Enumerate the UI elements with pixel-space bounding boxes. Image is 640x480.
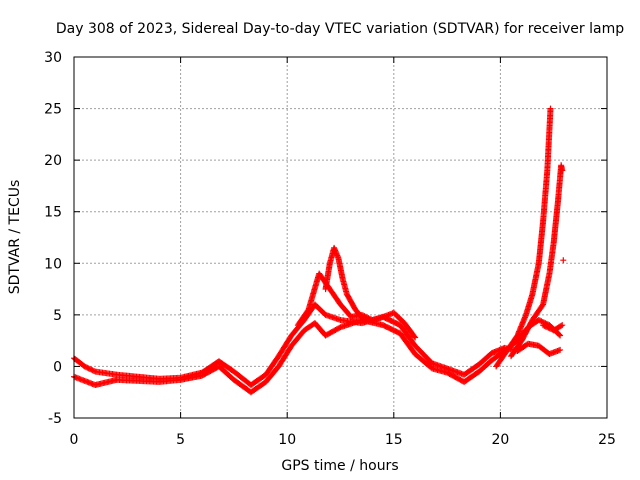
data-point [412,334,419,341]
data-point [88,366,95,373]
data-point [82,364,89,371]
data-point [556,331,563,338]
data-point [360,317,367,324]
data-point [366,315,373,322]
series-arc-d [322,244,367,324]
data-point [557,346,564,353]
y-tick-label: 0 [53,359,62,375]
data-point [557,332,564,339]
y-tick-label: 5 [53,308,62,324]
series-arc-g [540,322,566,334]
x-tick-label: 25 [598,432,616,448]
data-point [542,323,549,330]
data-point [541,322,548,329]
data-point [86,366,93,373]
data-point [90,367,97,374]
series-arc-f [508,162,566,360]
series-arc-a [71,301,564,388]
data-point [537,317,544,324]
series-arc-b [71,317,564,396]
data-point [559,322,566,329]
data-point [558,322,565,329]
x-tick-label: 5 [176,432,185,448]
data-point [365,315,372,322]
y-tick-label: 30 [44,50,62,66]
data-point [535,317,542,324]
x-tick-label: 20 [491,432,509,448]
x-tick-label: 0 [70,432,79,448]
y-tick-label: 25 [44,102,62,118]
grid [74,57,607,418]
y-tick-label: -5 [48,411,62,427]
plot-frame [73,56,608,419]
y-tick-label: 15 [44,205,62,221]
x-tick-label: 15 [385,432,403,448]
data-point [546,325,553,332]
data-point [560,257,567,264]
data-point [540,322,547,329]
data-point [411,333,418,340]
series-arc-e [493,105,554,370]
data-point [360,315,367,322]
data-point [545,324,552,331]
data-point [84,364,91,371]
series-arc-c [294,270,419,341]
y-tick-label: 10 [44,256,62,272]
data-point [538,318,545,325]
y-axis-label: SDTVAR / TECUs [7,180,23,295]
data-point [85,365,92,372]
chart-title: Day 308 of 2023, Sidereal Day-to-day VTE… [56,21,624,37]
data-point [559,167,566,174]
x-tick-label: 10 [278,432,296,448]
data-point [547,105,554,112]
axis-ticks: 0 5 10 15 20 25 -5 0 5 10 15 20 25 30 [44,50,616,448]
y-tick-label: 20 [44,153,62,169]
data-points [71,105,567,396]
series-isolated [560,257,567,264]
data-point [544,324,551,331]
x-axis-label: GPS time / hours [281,458,398,474]
data-point [81,363,88,370]
data-point [89,367,96,374]
